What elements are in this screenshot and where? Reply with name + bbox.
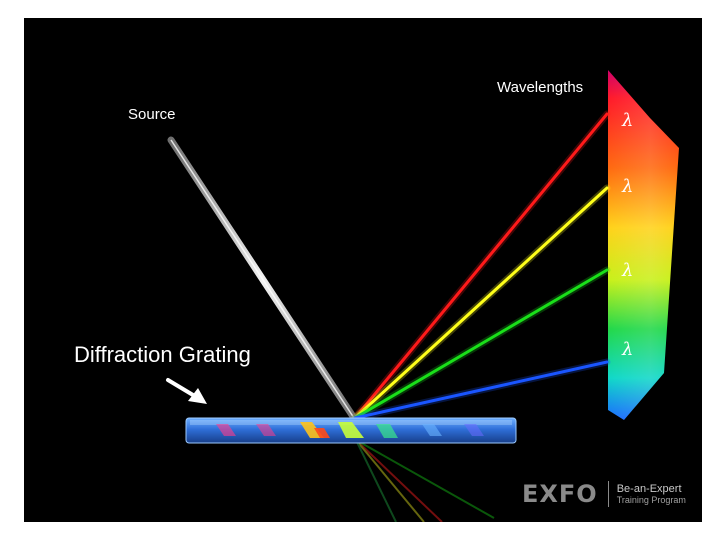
diffracted-beam: [353, 112, 609, 420]
logo-divider: [607, 481, 609, 507]
grating-reflection: [355, 439, 495, 522]
diffracted-beam: [353, 268, 609, 420]
slide: λ λ λ λ Source Wavelengths Diffraction Grat…: [24, 18, 702, 522]
diffraction-grating: [185, 417, 517, 444]
wavelengths-label: Wavelengths: [497, 79, 584, 96]
lambda-markers: λ λ λ λ: [621, 110, 633, 360]
lambda-marker: λ: [621, 110, 633, 131]
logo-tagline-line1: Be-an-Expert: [616, 482, 682, 495]
diffracted-beams: [351, 110, 611, 422]
lambda-marker: λ: [621, 260, 633, 281]
logo-tagline-line2: Training Program: [616, 495, 686, 506]
diffracted-beam: [353, 186, 609, 420]
arrow-pointer-icon: [166, 378, 207, 404]
lambda-marker: λ: [621, 339, 633, 360]
diffraction-diagram: λ λ λ λ: [166, 70, 679, 522]
diffraction-grating-label: Diffraction Grating: [74, 342, 251, 367]
source-label: Source: [128, 106, 176, 123]
spectrum-screen: [608, 70, 679, 420]
diffracted-beam: [353, 360, 609, 420]
exfo-logo: EXFO Be-an-Expert Training Program: [522, 480, 686, 508]
logo-tagline: Be-an-Expert Training Program: [617, 483, 686, 506]
logo-mark: EXFO: [522, 480, 598, 508]
lambda-marker: λ: [621, 176, 633, 197]
